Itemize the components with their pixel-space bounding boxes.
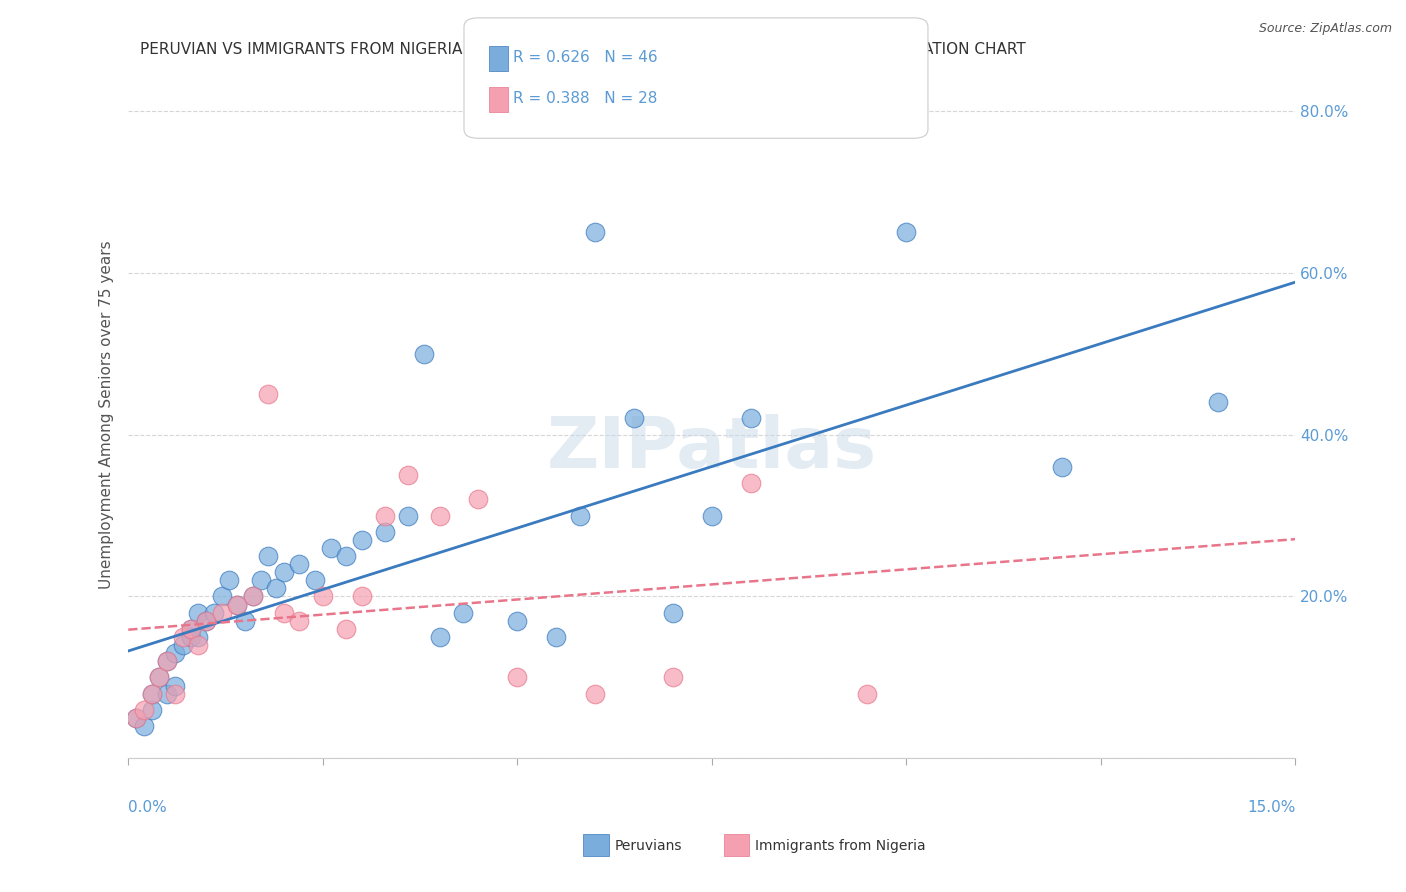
Point	[172, 630, 194, 644]
Point	[242, 590, 264, 604]
Point	[1206, 395, 1229, 409]
Point	[226, 598, 249, 612]
Point	[141, 687, 163, 701]
Point	[304, 574, 326, 588]
Point	[700, 508, 723, 523]
Point	[211, 590, 233, 604]
Point	[125, 711, 148, 725]
Point	[662, 670, 685, 684]
Point	[156, 654, 179, 668]
Point	[856, 687, 879, 701]
Point	[273, 606, 295, 620]
Point	[335, 622, 357, 636]
Point	[179, 630, 201, 644]
Point	[546, 630, 568, 644]
Point	[568, 508, 591, 523]
Point	[264, 582, 287, 596]
Point	[413, 347, 436, 361]
Point	[374, 508, 396, 523]
Point	[312, 590, 335, 604]
Point	[148, 670, 170, 684]
Point	[467, 492, 489, 507]
Point	[374, 524, 396, 539]
Y-axis label: Unemployment Among Seniors over 75 years: Unemployment Among Seniors over 75 years	[100, 240, 114, 589]
Point	[896, 225, 918, 239]
Point	[288, 557, 311, 571]
Point	[740, 411, 762, 425]
Point	[218, 574, 240, 588]
Point	[179, 622, 201, 636]
Point	[163, 646, 186, 660]
Text: ZIPatlas: ZIPatlas	[547, 414, 877, 483]
Point	[125, 711, 148, 725]
Text: Immigrants from Nigeria: Immigrants from Nigeria	[755, 838, 925, 853]
Point	[623, 411, 645, 425]
Point	[583, 687, 606, 701]
Text: R = 0.388   N = 28: R = 0.388 N = 28	[513, 91, 658, 105]
Point	[350, 533, 373, 547]
Point	[249, 574, 271, 588]
Point	[132, 703, 155, 717]
Point	[396, 508, 419, 523]
Point	[141, 687, 163, 701]
Point	[148, 670, 170, 684]
Point	[242, 590, 264, 604]
Point	[506, 670, 529, 684]
Text: PERUVIAN VS IMMIGRANTS FROM NIGERIA UNEMPLOYMENT AMONG SENIORS OVER 75 YEARS COR: PERUVIAN VS IMMIGRANTS FROM NIGERIA UNEM…	[141, 42, 1025, 57]
Point	[396, 468, 419, 483]
Point	[141, 703, 163, 717]
Point	[451, 606, 474, 620]
Point	[1050, 460, 1073, 475]
Text: Peruvians: Peruvians	[614, 838, 682, 853]
Point	[740, 476, 762, 491]
Point	[187, 606, 209, 620]
Point	[211, 606, 233, 620]
Point	[429, 508, 451, 523]
Text: Source: ZipAtlas.com: Source: ZipAtlas.com	[1258, 22, 1392, 36]
Point	[350, 590, 373, 604]
Point	[257, 387, 280, 401]
Point	[156, 687, 179, 701]
Point	[195, 614, 218, 628]
Text: 15.0%: 15.0%	[1247, 799, 1295, 814]
Point	[156, 654, 179, 668]
Point	[429, 630, 451, 644]
Point	[288, 614, 311, 628]
Point	[187, 638, 209, 652]
Text: R = 0.626   N = 46: R = 0.626 N = 46	[513, 51, 658, 65]
Point	[187, 630, 209, 644]
Point	[335, 549, 357, 563]
Point	[233, 614, 256, 628]
Point	[163, 687, 186, 701]
Text: 0.0%: 0.0%	[128, 799, 167, 814]
Point	[195, 614, 218, 628]
Point	[319, 541, 342, 555]
Point	[273, 565, 295, 579]
Point	[506, 614, 529, 628]
Point	[257, 549, 280, 563]
Point	[163, 679, 186, 693]
Point	[202, 606, 225, 620]
Point	[132, 719, 155, 733]
Point	[226, 598, 249, 612]
Point	[172, 638, 194, 652]
Point	[179, 622, 201, 636]
Point	[583, 225, 606, 239]
Point	[662, 606, 685, 620]
